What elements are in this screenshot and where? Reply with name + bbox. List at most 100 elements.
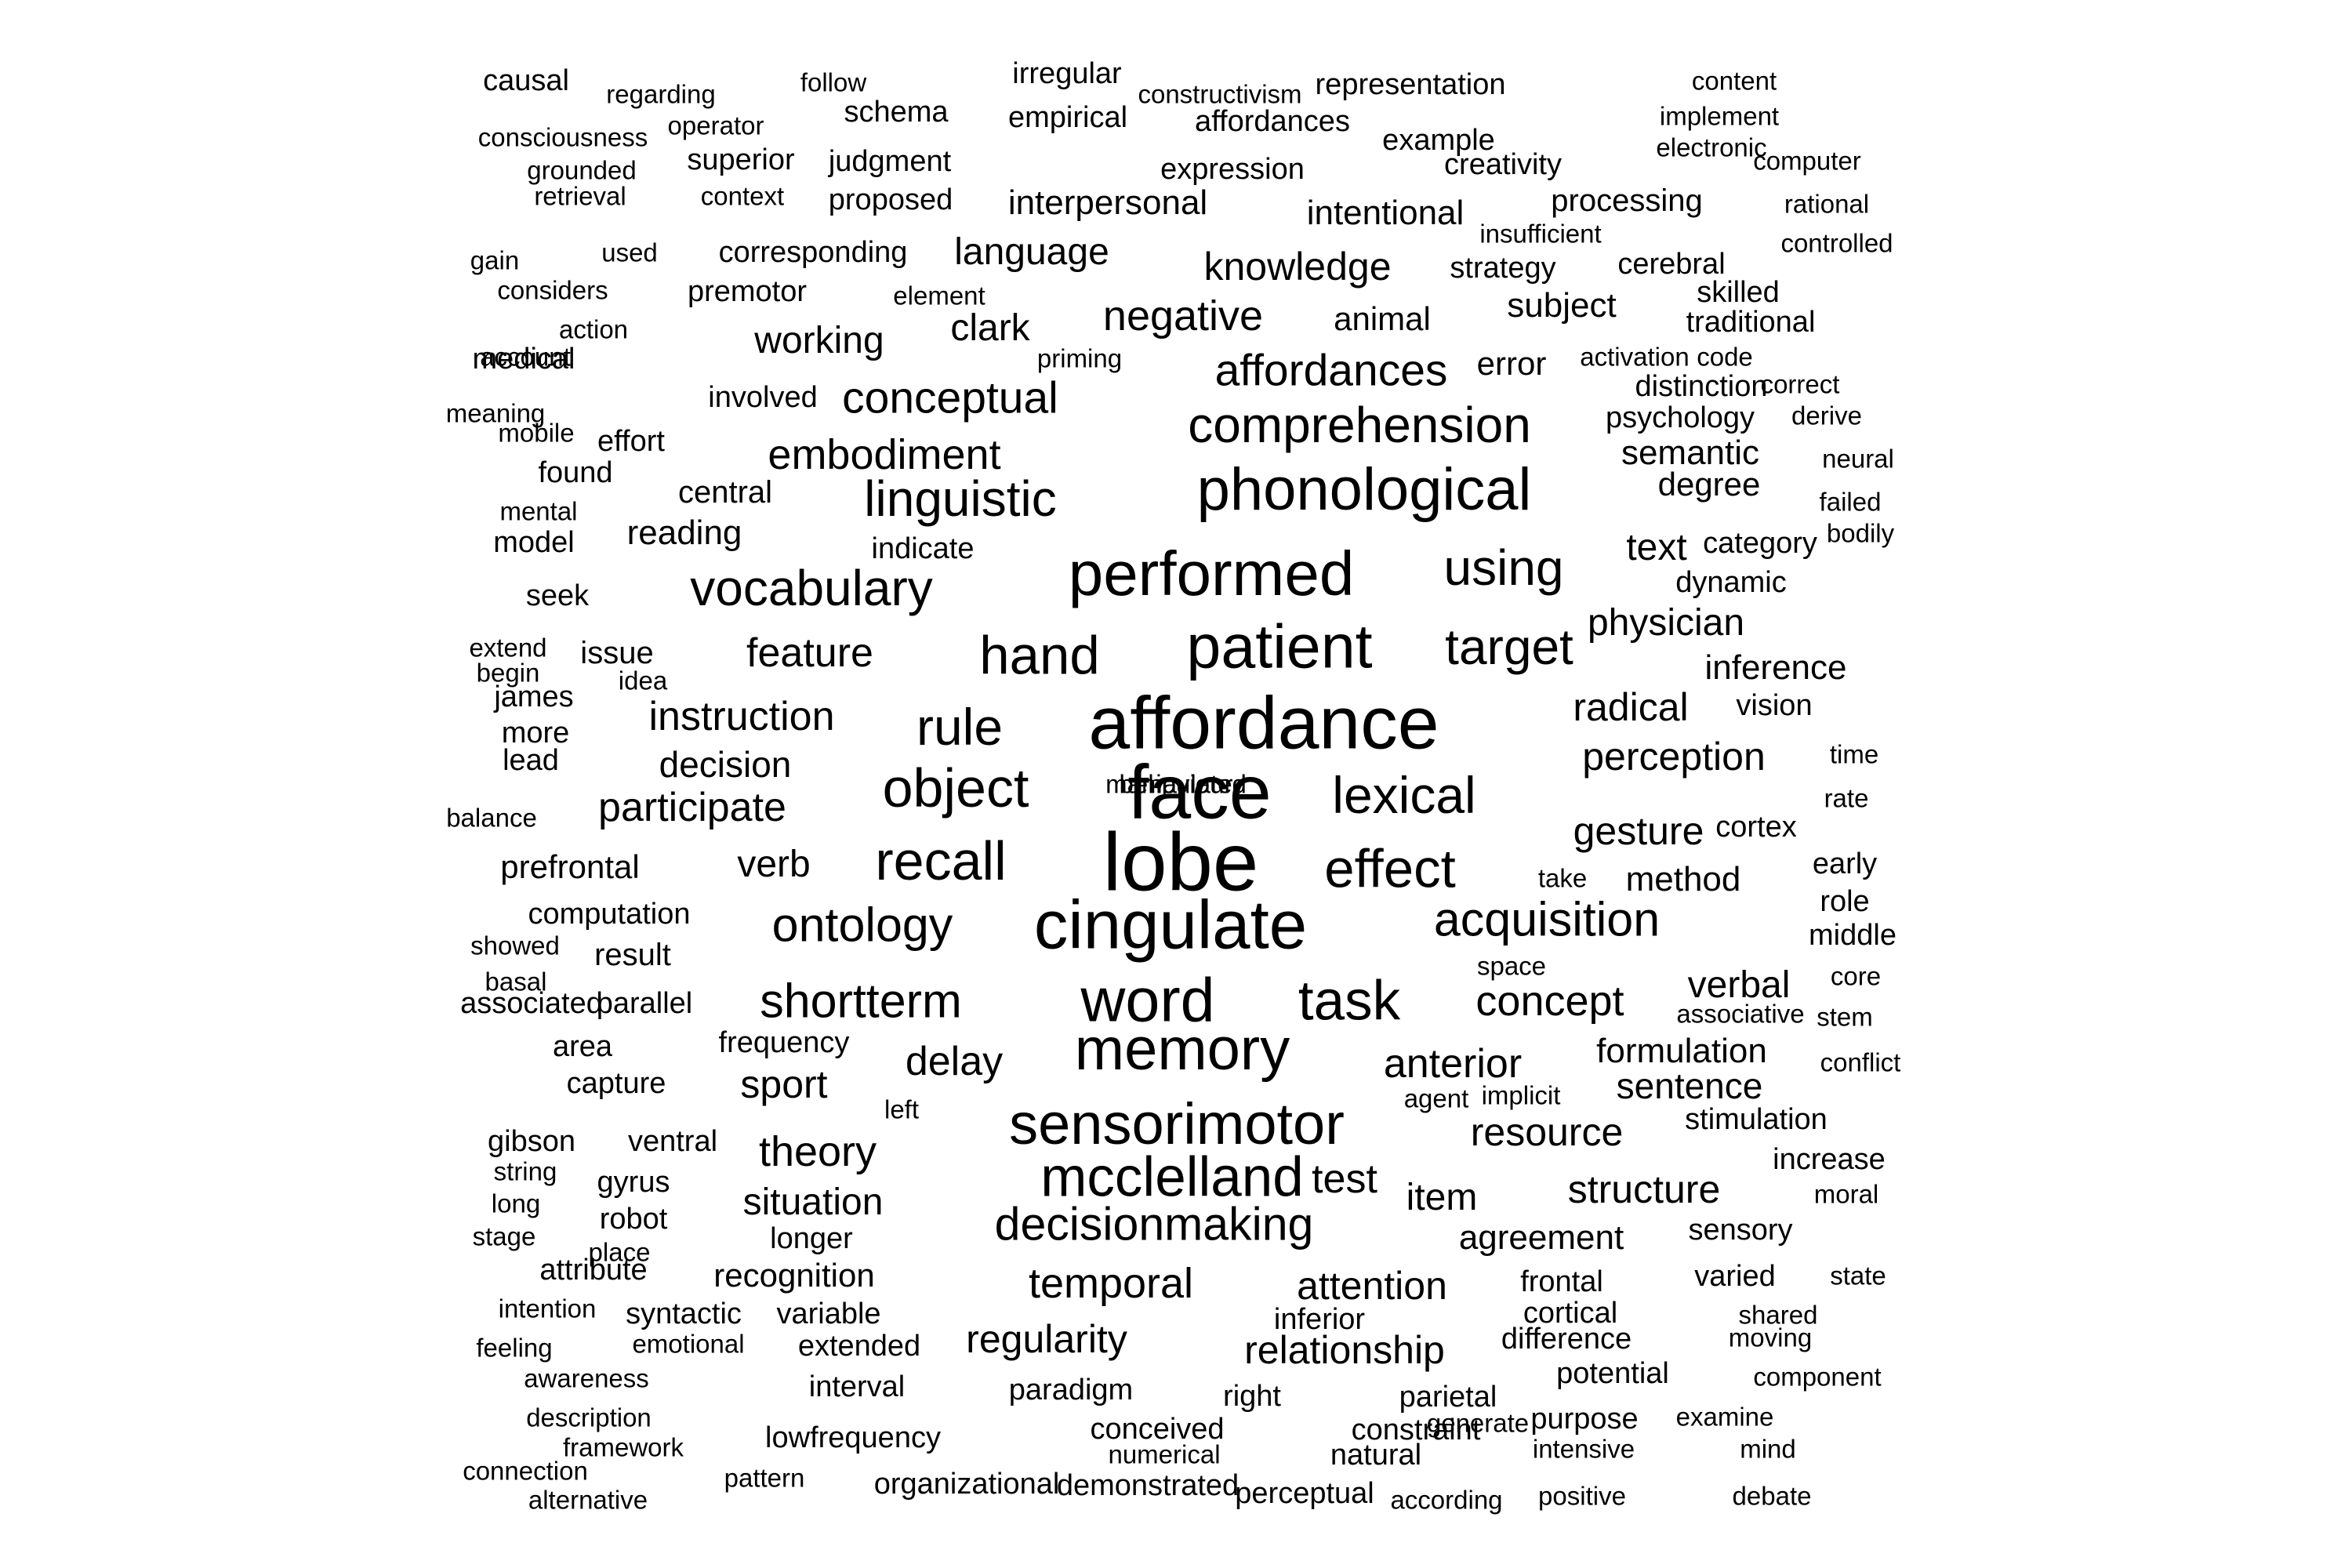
word-mind: mind [1740,1434,1796,1464]
word-face: face [1127,749,1272,835]
word-component: component [1753,1362,1882,1392]
word-proposed: proposed [828,183,953,216]
word-follow: follow [800,67,867,97]
word-take: take [1537,863,1588,893]
word-object: object [882,757,1029,818]
word-awareness: awareness [524,1363,649,1393]
word-element: element [893,281,985,310]
word-interpersonal: interpersonal [1007,183,1208,222]
word-using: using [1443,539,1564,596]
word-insufficient: insufficient [1479,219,1602,249]
word-perceptual: perceptual [1235,1477,1374,1510]
word-constraint: constraint [1351,1414,1481,1446]
word-empirical: empirical [1007,101,1128,134]
word-example: example [1382,124,1495,157]
word-gyrus: gyrus [597,1166,670,1199]
word-recognition: recognition [713,1257,875,1294]
word-ventral: ventral [627,1125,718,1158]
word-verbal: verbal [1687,964,1791,1006]
word-mental: mental [499,496,578,526]
word-resource: resource [1470,1110,1624,1154]
word-time: time [1829,739,1879,769]
word-potential: potential [1556,1357,1669,1390]
word-indicate: indicate [871,532,975,565]
word-central: central [677,475,773,510]
word-feature: feature [746,630,873,676]
word-parietal: parietal [1399,1381,1497,1414]
word-intentional: intentional [1306,194,1465,232]
word-emotional: emotional [632,1329,745,1359]
word-variable: variable [776,1298,881,1330]
word-affordance: affordance [1088,681,1439,765]
word-affordances: affordances [1195,105,1350,138]
word-cortex: cortex [1715,811,1797,844]
word-creativity: creativity [1444,148,1562,181]
word-early: early [1812,848,1878,880]
word-lowfrequency: lowfrequency [765,1421,941,1454]
word-difference: difference [1501,1323,1632,1356]
word-representation: representation [1315,68,1506,101]
word-strategy: strategy [1450,252,1556,285]
word-sentence: sentence [1616,1065,1763,1106]
word-paradigm: paradigm [1008,1374,1134,1406]
word-radical: radical [1573,685,1689,729]
word-inference: inference [1704,648,1847,687]
word-cortical: cortical [1523,1297,1618,1330]
word-temporal: temporal [1028,1260,1194,1307]
word-left: left [884,1094,920,1124]
word-perception: perception [1582,735,1766,779]
word-moral: moral [1813,1179,1879,1209]
word-target: target [1445,619,1573,675]
word-failed: failed [1819,487,1882,517]
word-subject: subject [1507,286,1617,325]
word-computer: computer [1753,146,1861,176]
word-decisionmaking: decisionmaking [994,1198,1314,1250]
word-processing: processing [1551,183,1703,218]
word-moving: moving [1728,1323,1813,1352]
word-frequency: frequency [718,1026,850,1059]
word-instruction: instruction [648,694,835,739]
word-electronic: electronic [1656,132,1767,162]
word-idea: idea [618,666,668,695]
word-basal: basal [485,967,547,996]
word-superior: superior [687,143,795,176]
word-extended: extended [797,1330,921,1363]
word-participate: participate [598,785,786,830]
word-manipulated: manipulated [1105,769,1247,799]
word-framework: framework [562,1432,684,1462]
word-reading: reading [626,514,742,552]
word-gesture: gesture [1573,809,1704,853]
word-expression: expression [1160,153,1305,186]
word-examine: examine [1675,1402,1774,1432]
word-delay: delay [905,1039,1004,1084]
word-account: account [480,342,571,372]
word-shared: shared [1738,1300,1818,1330]
word-prefrontal: prefrontal [500,848,640,885]
word-relationship: relationship [1244,1328,1445,1372]
word-conceived: conceived [1090,1413,1225,1446]
word-implicit: implicit [1481,1080,1561,1110]
word-concept: concept [1475,978,1624,1025]
word-rate: rate [1824,783,1869,813]
word-rule: rule [916,698,1004,756]
word-mcclelland: mcclelland [1040,1146,1304,1209]
word-corresponding: corresponding [718,236,908,269]
word-affordances: affordances [1214,345,1448,396]
word-agreement: agreement [1458,1218,1624,1257]
word-item: item [1406,1177,1478,1218]
word-situation: situation [742,1181,884,1223]
word-conflict: conflict [1820,1047,1901,1077]
word-issue: issue [580,636,654,670]
word-model: model [493,526,575,559]
word-begin: begin [476,658,540,688]
word-semantic: semantic [1621,434,1760,472]
word-lexical: lexical [1332,766,1476,824]
word-embodiment: embodiment [768,431,1001,478]
word-linguistic: linguistic [864,470,1057,527]
word-clark: clark [950,307,1030,349]
word-ontology: ontology [771,898,953,952]
word-conceptual: conceptual [842,372,1058,423]
word-james: james [494,681,574,713]
word-regularity: regularity [966,1317,1127,1361]
word-purpose: purpose [1530,1403,1639,1436]
